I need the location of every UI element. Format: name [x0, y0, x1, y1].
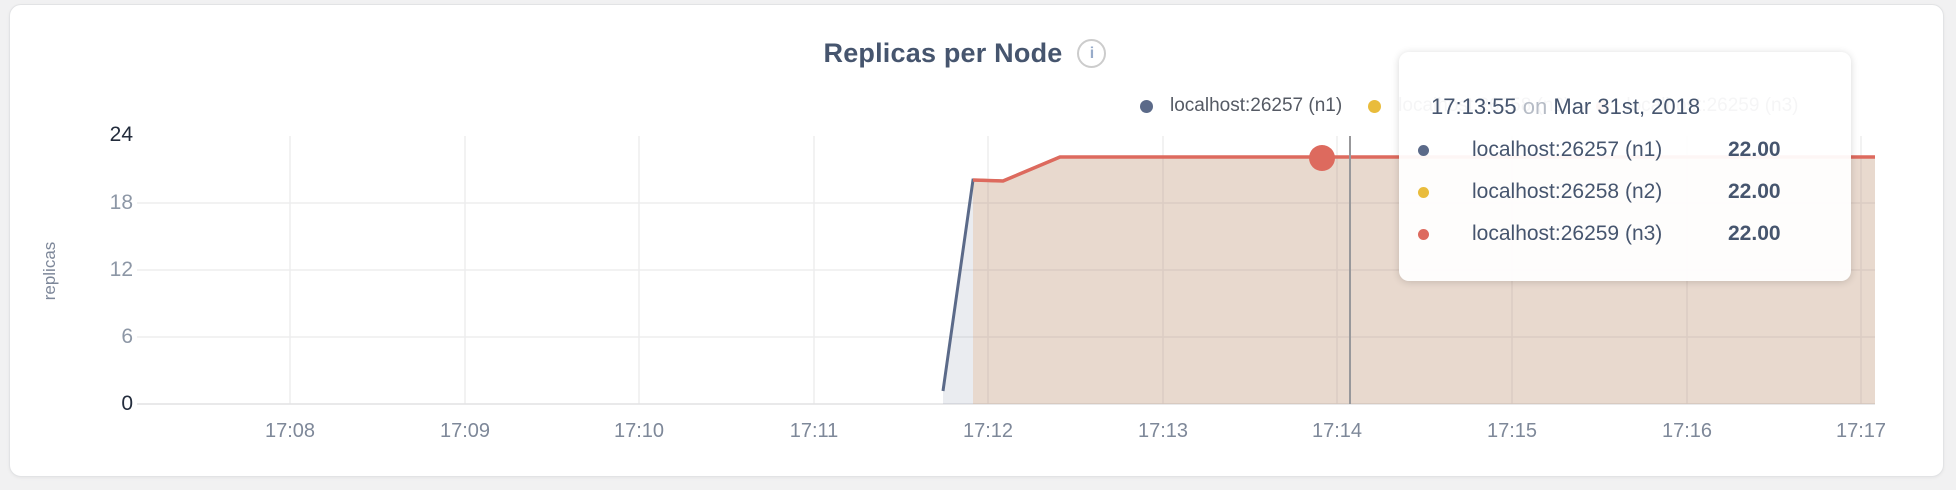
y-tick-24: 24: [109, 123, 133, 146]
x-tick-1713: 17:13: [1137, 420, 1189, 442]
x-tick-1711: 17:11: [789, 420, 839, 442]
y-tick-12: 12: [109, 258, 133, 281]
legend-dot-n1-icon: [1140, 99, 1153, 113]
tooltip-series-n3: localhost:26259 (n3): [1472, 222, 1663, 245]
hover-tooltip: 17:13:55 on Mar 31st, 2018 localhost:262…: [1399, 52, 1851, 281]
y-tick-6: 6: [121, 325, 133, 348]
tooltip-time: 17:13:55: [1431, 94, 1517, 119]
chart-title: Replicas per Node: [823, 38, 1063, 68]
legend-dot-n2-icon: [1368, 99, 1382, 113]
tooltip-timestamp: 17:13:55 on Mar 31st, 2018: [1399, 92, 1851, 122]
tooltip-value-n1: 22.00: [1728, 138, 1781, 161]
tooltip-value-n3: 22.00: [1728, 222, 1781, 245]
tooltip-dot-n2-icon: [1418, 186, 1429, 198]
tooltip-value-n2: 22.00: [1728, 180, 1781, 203]
x-tick-1716: 17:16: [1661, 420, 1713, 442]
x-tick-1715: 17:15: [1486, 420, 1538, 442]
info-icon-glyph: i: [1089, 44, 1095, 62]
x-tick-1717: 17:17: [1835, 420, 1887, 442]
x-tick-1708: 17:08: [264, 420, 316, 442]
x-tick-1712: 17:12: [962, 420, 1014, 442]
y-tick-18: 18: [109, 191, 133, 214]
x-tick-1709: 17:09: [439, 420, 491, 442]
tooltip-on-word: on: [1522, 94, 1548, 119]
tooltip-series-n1: localhost:26257 (n1): [1472, 138, 1663, 161]
tooltip-row-n2: localhost:26258 (n2) 22.00: [1399, 171, 1851, 213]
hover-point: [1309, 145, 1335, 171]
tooltip-row-n3: localhost:26259 (n3) 22.00: [1399, 213, 1851, 255]
tooltip-dot-n3-icon: [1418, 228, 1429, 240]
tooltip-series-n2: localhost:26258 (n2): [1472, 180, 1663, 203]
tooltip-date: Mar 31st, 2018: [1553, 94, 1701, 119]
legend-item-n1[interactable]: localhost:26257 (n1): [1140, 95, 1342, 117]
info-icon[interactable]: i: [1077, 39, 1107, 68]
x-tick-1714: 17:14: [1311, 420, 1363, 442]
tooltip-dot-n1-icon: [1418, 144, 1429, 156]
legend-label-n1: localhost:26257 (n1): [1170, 95, 1343, 116]
tooltip-row-n1: localhost:26257 (n1) 22.00: [1399, 129, 1851, 171]
tooltip-rows: localhost:26257 (n1) 22.00 localhost:262…: [1399, 129, 1851, 255]
chart-header: Replicas per Node i: [0, 38, 1943, 69]
x-tick-1710: 17:10: [613, 420, 665, 442]
y-tick-0: 0: [121, 392, 133, 415]
